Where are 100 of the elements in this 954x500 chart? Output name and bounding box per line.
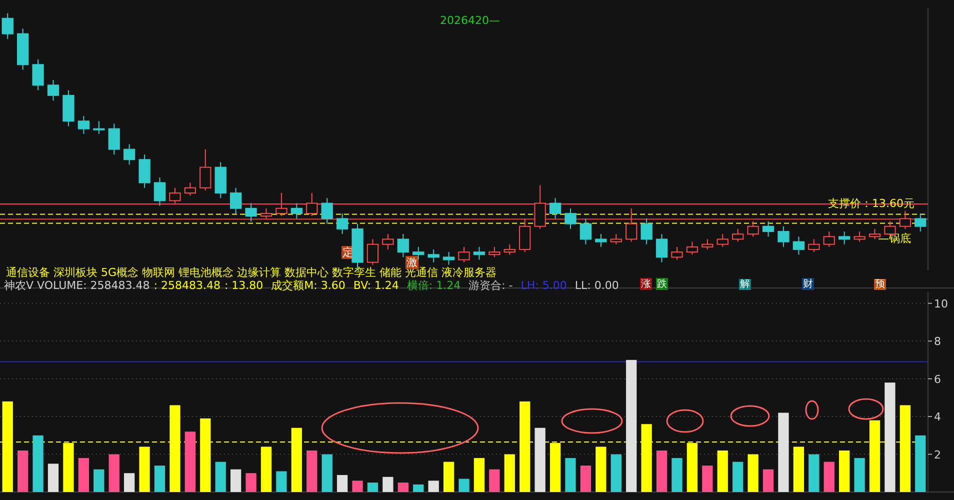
bar: [124, 473, 135, 492]
candlestick: [78, 115, 90, 134]
candlestick: [123, 144, 136, 166]
y-tick-label: 2: [934, 448, 941, 462]
candlestick: [382, 234, 394, 250]
bar: [428, 480, 439, 492]
candlestick: [914, 213, 926, 232]
bar: [17, 450, 28, 492]
candlestick: [732, 228, 744, 242]
candlestick: [230, 187, 242, 214]
bar: [808, 454, 820, 492]
candlestick: [702, 238, 714, 250]
bar: [78, 458, 89, 492]
bar: [672, 458, 682, 492]
candlestick: [656, 234, 668, 263]
candlestick: [899, 210, 912, 230]
bar: [656, 450, 668, 492]
candlestick: [47, 80, 60, 102]
candlestick: [245, 202, 257, 222]
candlestick: [504, 244, 516, 256]
bar: [762, 469, 774, 492]
bar: [458, 478, 470, 492]
text: 预: [875, 279, 885, 290]
y-tick-label: 6: [934, 372, 941, 386]
candlestick: [792, 236, 805, 256]
candlestick: [138, 154, 150, 188]
candlestick: [473, 246, 486, 260]
bar: [565, 458, 576, 492]
bar: [915, 435, 926, 492]
bar: [748, 454, 758, 492]
annotation: LH: 5.00: [520, 279, 567, 292]
candlestick: [200, 148, 212, 191]
candlestick: [2, 12, 14, 40]
annotation: 成交额M: 3.60: [271, 279, 346, 292]
annotation: 神农V VOLUME: 258483.48: [4, 279, 150, 292]
bar: [352, 480, 363, 492]
candlestick: [626, 208, 638, 242]
bar: [504, 454, 515, 492]
bar: [108, 454, 120, 492]
candlestick: [854, 230, 866, 242]
candlestick: [32, 58, 44, 91]
candlestick: [580, 218, 592, 245]
annotation: 游资合: -: [468, 279, 513, 292]
candlestick: [306, 192, 318, 217]
bar: [398, 482, 408, 492]
candlestick: [549, 198, 562, 220]
y-tick-label: 8: [934, 335, 941, 348]
candlestick: [366, 238, 379, 266]
text: 涨: [641, 278, 651, 290]
bar: [94, 469, 104, 492]
bar: [276, 471, 287, 492]
candlestick: [428, 248, 440, 263]
candlestick: [716, 234, 728, 248]
bar: [778, 412, 789, 492]
candlestick: [610, 234, 622, 245]
bar: [32, 435, 44, 492]
bar: [215, 462, 226, 492]
bar: [839, 450, 850, 492]
bar: [306, 450, 318, 492]
y-tick-label: 4: [934, 410, 941, 424]
candlestick: [838, 230, 850, 245]
bar: [260, 446, 272, 492]
candlestick: [808, 238, 820, 253]
bar: [184, 432, 196, 492]
bar: [793, 446, 804, 492]
bar: [824, 462, 834, 492]
bar: [230, 469, 242, 492]
annotation: : 258483.48: [154, 279, 220, 292]
bar: [154, 466, 166, 492]
bar: [367, 482, 378, 492]
candlestick: [519, 218, 531, 253]
candlestick: [868, 228, 881, 240]
bar: [139, 446, 150, 492]
y-tick-label: 10: [934, 297, 948, 310]
annotation: 激: [406, 256, 418, 269]
candlestick: [747, 220, 759, 238]
candlestick: [154, 177, 166, 206]
candlestick: [564, 208, 576, 230]
bar: [489, 469, 500, 492]
bar: [336, 475, 348, 492]
bar: [702, 466, 713, 492]
bar: [884, 382, 896, 492]
bar: [382, 476, 394, 492]
bar: [48, 464, 59, 492]
bar: [732, 462, 744, 492]
bar: [474, 458, 485, 492]
candlestick: [290, 202, 302, 220]
annotation: LL: 0.00: [574, 279, 619, 292]
candlestick: [108, 123, 120, 155]
bar: [626, 360, 637, 492]
bar: [443, 462, 454, 492]
candlestick: [93, 120, 105, 134]
text: 财: [803, 278, 813, 290]
candlestick: [458, 246, 470, 263]
candlestick: [686, 241, 698, 256]
candlestick: [778, 226, 790, 248]
bar: [717, 450, 728, 492]
bar: [534, 428, 546, 492]
annotation: 横倍: 1.24: [406, 279, 461, 292]
candlestick: [442, 252, 455, 266]
